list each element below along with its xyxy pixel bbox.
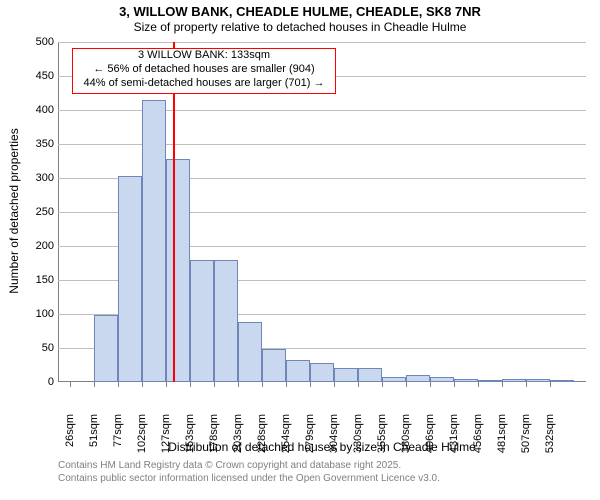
x-tick-label: 380sqm (400, 414, 412, 466)
x-tick-mark (190, 382, 191, 387)
x-tick-mark (214, 382, 215, 387)
x-tick-mark (358, 382, 359, 387)
annotation-line-2: ← 56% of detached houses are smaller (90… (73, 63, 335, 77)
x-tick-label: 228sqm (256, 414, 268, 466)
histogram-bar (310, 363, 334, 382)
annotation-line-1: 3 WILLOW BANK: 133sqm (73, 49, 335, 63)
histogram-bar (118, 176, 142, 382)
annotation-line-3: 44% of semi-detached houses are larger (… (73, 77, 335, 91)
x-tick-label: 330sqm (352, 414, 364, 466)
histogram-bar (454, 379, 478, 382)
histogram-bar (478, 380, 502, 382)
x-tick-label: 532sqm (544, 414, 556, 466)
histogram-bar (262, 349, 286, 382)
histogram-bar (166, 159, 190, 382)
y-tick-label: 150 (20, 274, 54, 286)
histogram-bar (286, 360, 310, 382)
x-tick-mark (262, 382, 263, 387)
histogram-bar (526, 379, 550, 382)
x-tick-mark (526, 382, 527, 387)
y-axis-label: Number of detached properties (7, 111, 21, 311)
footer-line-2: Contains public sector information licen… (58, 473, 440, 486)
x-tick-label: 127sqm (160, 414, 172, 466)
chart-title: 3, WILLOW BANK, CHEADLE HULME, CHEADLE, … (0, 0, 600, 20)
x-tick-label: 153sqm (184, 414, 196, 466)
x-tick-mark (286, 382, 287, 387)
gridline (58, 144, 586, 145)
x-tick-label: 254sqm (280, 414, 292, 466)
x-tick-label: 26sqm (64, 414, 76, 466)
x-tick-label: 304sqm (328, 414, 340, 466)
x-tick-mark (238, 382, 239, 387)
y-tick-label: 400 (20, 104, 54, 116)
y-tick-label: 350 (20, 138, 54, 150)
x-tick-mark (550, 382, 551, 387)
plot-area: 3 WILLOW BANK: 133sqm← 56% of detached h… (58, 42, 586, 382)
histogram-bar (430, 377, 454, 382)
histogram-bar (550, 380, 574, 382)
x-tick-mark (70, 382, 71, 387)
histogram-bar (358, 368, 382, 382)
x-tick-label: 77sqm (112, 414, 124, 466)
y-tick-label: 300 (20, 172, 54, 184)
x-tick-mark (118, 382, 119, 387)
y-tick-label: 200 (20, 240, 54, 252)
histogram-bar (382, 377, 406, 382)
x-tick-mark (430, 382, 431, 387)
histogram-bar (94, 315, 118, 382)
x-tick-mark (454, 382, 455, 387)
chart-subtitle: Size of property relative to detached ho… (0, 20, 600, 34)
x-tick-label: 406sqm (424, 414, 436, 466)
x-tick-label: 431sqm (448, 414, 460, 466)
x-tick-mark (406, 382, 407, 387)
y-tick-label: 0 (20, 376, 54, 388)
x-tick-mark (478, 382, 479, 387)
x-tick-mark (382, 382, 383, 387)
histogram-bar (238, 322, 262, 382)
gridline (58, 110, 586, 111)
x-tick-label: 102sqm (136, 414, 148, 466)
histogram-bar (334, 368, 358, 382)
x-tick-label: 481sqm (496, 414, 508, 466)
y-tick-label: 500 (20, 36, 54, 48)
x-tick-label: 456sqm (472, 414, 484, 466)
histogram-bar (502, 379, 526, 382)
histogram-bar (142, 100, 166, 382)
y-tick-label: 250 (20, 206, 54, 218)
y-tick-label: 50 (20, 342, 54, 354)
x-tick-label: 178sqm (208, 414, 220, 466)
x-tick-label: 507sqm (520, 414, 532, 466)
x-tick-mark (334, 382, 335, 387)
property-size-histogram: 3, WILLOW BANK, CHEADLE HULME, CHEADLE, … (0, 0, 600, 500)
annotation-box: 3 WILLOW BANK: 133sqm← 56% of detached h… (72, 48, 336, 94)
x-tick-mark (142, 382, 143, 387)
x-tick-label: 279sqm (304, 414, 316, 466)
histogram-bar (190, 260, 214, 382)
x-tick-mark (94, 382, 95, 387)
x-tick-mark (502, 382, 503, 387)
y-tick-label: 450 (20, 70, 54, 82)
x-tick-label: 203sqm (232, 414, 244, 466)
gridline (58, 42, 586, 43)
histogram-bar (214, 260, 238, 382)
histogram-bar (406, 375, 430, 382)
x-tick-label: 51sqm (88, 414, 100, 466)
y-tick-label: 100 (20, 308, 54, 320)
x-tick-label: 355sqm (376, 414, 388, 466)
x-tick-mark (310, 382, 311, 387)
x-tick-mark (166, 382, 167, 387)
